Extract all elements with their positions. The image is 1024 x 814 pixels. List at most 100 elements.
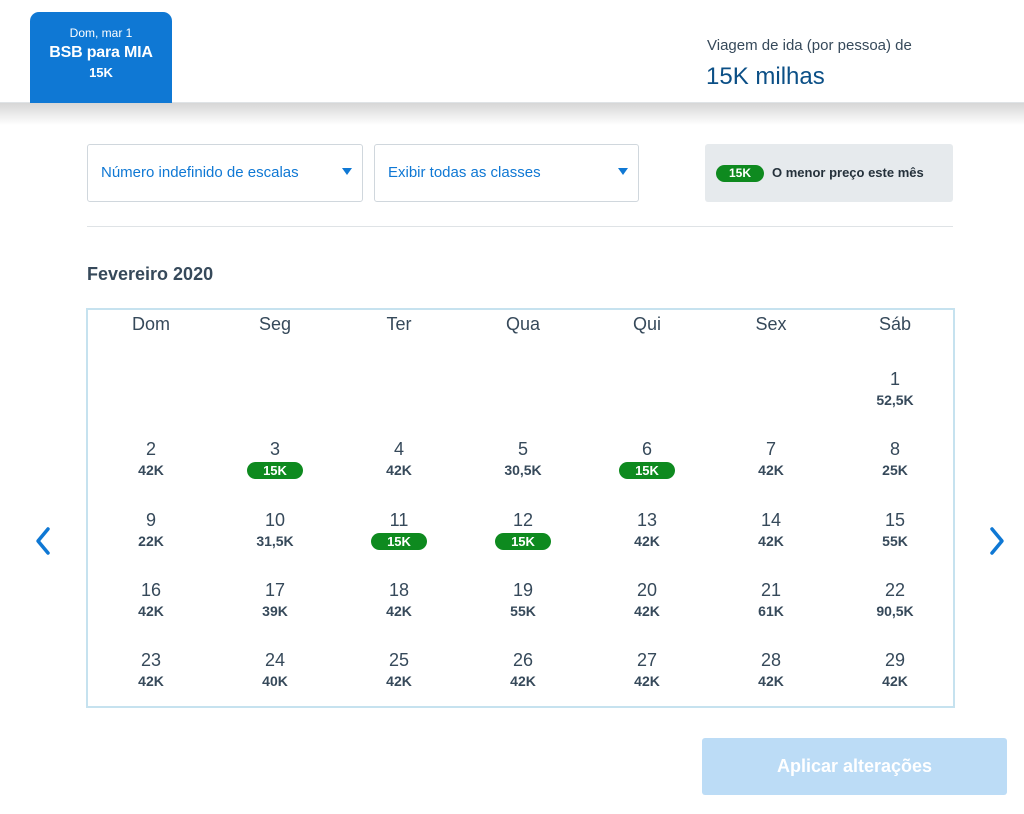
- day-price: 42K: [634, 673, 660, 689]
- weekday-header: Dom: [131, 314, 170, 334]
- flight-tab-price: 15K: [89, 65, 113, 80]
- day-price: 42K: [510, 673, 536, 689]
- day-price: 42K: [138, 603, 164, 619]
- day-price: 40K: [262, 673, 288, 689]
- calendar-day[interactable]: 15 55K: [833, 509, 957, 569]
- day-number: 22: [884, 580, 906, 600]
- day-price: 42K: [634, 603, 660, 619]
- day-price: 39K: [262, 603, 288, 619]
- day-price: 25K: [882, 462, 908, 478]
- calendar-day[interactable]: 7 42K: [709, 438, 833, 498]
- day-number: 5: [517, 439, 528, 459]
- day-number: 20: [636, 580, 658, 600]
- calendar-day[interactable]: 29 42K: [833, 649, 957, 709]
- day-number: 10: [264, 510, 286, 530]
- lowest-price-badge: 15K: [247, 462, 303, 479]
- chevron-left-icon[interactable]: [30, 523, 58, 559]
- day-number: 18: [388, 580, 410, 600]
- day-number: 15: [884, 510, 906, 530]
- day-number: 13: [636, 510, 658, 530]
- calendar-day[interactable]: 11 15K: [337, 509, 461, 569]
- day-number: 6: [641, 439, 652, 459]
- calendar-grid: Dom Seg Ter Qua Qui Sex Sáb 1 52,5K 2 42K 3 15K 4 42K 5…: [86, 308, 955, 708]
- day-number: 26: [512, 650, 534, 670]
- chevron-down-icon: [618, 168, 628, 175]
- calendar-day[interactable]: 14 42K: [709, 509, 833, 569]
- weekday-header: Ter: [386, 314, 412, 334]
- calendar-day[interactable]: 23 42K: [89, 649, 213, 709]
- day-number: 28: [760, 650, 782, 670]
- day-number: 9: [145, 510, 156, 530]
- calendar-day[interactable]: 9 22K: [89, 509, 213, 569]
- day-price: 55K: [510, 603, 536, 619]
- lowest-price-legend: 15K O menor preço este mês: [705, 144, 953, 202]
- calendar-day[interactable]: 22 90,5K: [833, 579, 957, 639]
- calendar-day[interactable]: 18 42K: [337, 579, 461, 639]
- calendar-day[interactable]: 1 52,5K: [833, 368, 957, 428]
- day-price: 42K: [758, 533, 784, 549]
- stops-dropdown-label: Número indefinido de escalas: [101, 164, 299, 181]
- header-shadow: [0, 103, 1024, 125]
- calendar-day[interactable]: 25 42K: [337, 649, 461, 709]
- day-price: 42K: [386, 603, 412, 619]
- day-number: 27: [636, 650, 658, 670]
- day-number: 16: [140, 580, 162, 600]
- calendar-day[interactable]: 13 42K: [585, 509, 709, 569]
- calendar-day[interactable]: 27 42K: [585, 649, 709, 709]
- flight-tab-date: Dom, mar 1: [69, 26, 133, 40]
- calendar-day[interactable]: 20 42K: [585, 579, 709, 639]
- day-number: 11: [389, 510, 409, 530]
- header: Dom, mar 1 BSB para MIA 15K Viagem de id…: [0, 0, 1024, 103]
- day-number: 2: [145, 439, 156, 459]
- trip-miles: 15K milhas: [706, 63, 825, 90]
- lowest-price-badge: 15K: [371, 533, 427, 550]
- day-number: 23: [140, 650, 162, 670]
- day-number: 29: [884, 650, 906, 670]
- trip-label: Viagem de ida (por pessoa) de: [707, 37, 912, 54]
- calendar-day[interactable]: 10 31,5K: [213, 509, 337, 569]
- day-price: 90,5K: [876, 603, 914, 619]
- calendar-day[interactable]: 8 25K: [833, 438, 957, 498]
- lowest-price-badge: 15K: [495, 533, 551, 550]
- day-number: 14: [760, 510, 782, 530]
- day-price: 30,5K: [504, 462, 542, 478]
- classes-dropdown[interactable]: Exibir todas as classes: [374, 144, 639, 202]
- flight-tab[interactable]: Dom, mar 1 BSB para MIA 15K: [30, 12, 172, 103]
- weekday-header: Seg: [258, 314, 292, 334]
- day-price: 22K: [138, 533, 164, 549]
- calendar-day[interactable]: 16 42K: [89, 579, 213, 639]
- day-number: 21: [760, 580, 782, 600]
- calendar-day[interactable]: 17 39K: [213, 579, 337, 639]
- day-price: 42K: [634, 533, 660, 549]
- calendar-day[interactable]: 19 55K: [461, 579, 585, 639]
- chevron-right-icon[interactable]: [982, 523, 1010, 559]
- calendar-day[interactable]: 3 15K: [213, 438, 337, 498]
- calendar-day[interactable]: 5 30,5K: [461, 438, 585, 498]
- lowest-price-badge: 15K: [619, 462, 675, 479]
- apply-changes-button[interactable]: Aplicar alterações: [702, 738, 1007, 795]
- day-price: 42K: [386, 673, 412, 689]
- calendar-day[interactable]: 21 61K: [709, 579, 833, 639]
- calendar-day[interactable]: 28 42K: [709, 649, 833, 709]
- day-price: 42K: [138, 673, 164, 689]
- calendar-day[interactable]: 24 40K: [213, 649, 337, 709]
- flight-tab-route: BSB para MIA: [49, 44, 153, 61]
- weekday-header: Qui: [632, 314, 661, 334]
- day-price: 52,5K: [876, 392, 914, 408]
- weekday-header: Sex: [755, 314, 787, 334]
- day-price: 42K: [386, 462, 412, 478]
- day-number: 8: [889, 439, 900, 459]
- calendar-day[interactable]: 6 15K: [585, 438, 709, 498]
- day-number: 12: [512, 510, 534, 530]
- calendar-day[interactable]: 12 15K: [461, 509, 585, 569]
- month-title: Fevereiro 2020: [87, 264, 214, 284]
- calendar-day[interactable]: 26 42K: [461, 649, 585, 709]
- calendar-day[interactable]: 4 42K: [337, 438, 461, 498]
- day-number: 24: [264, 650, 286, 670]
- day-number: 7: [765, 439, 776, 459]
- weekday-header: Sáb: [878, 314, 912, 334]
- day-price: 61K: [758, 603, 784, 619]
- stops-dropdown[interactable]: Número indefinido de escalas: [87, 144, 363, 202]
- calendar-day[interactable]: 2 42K: [89, 438, 213, 498]
- day-price: 55K: [882, 533, 908, 549]
